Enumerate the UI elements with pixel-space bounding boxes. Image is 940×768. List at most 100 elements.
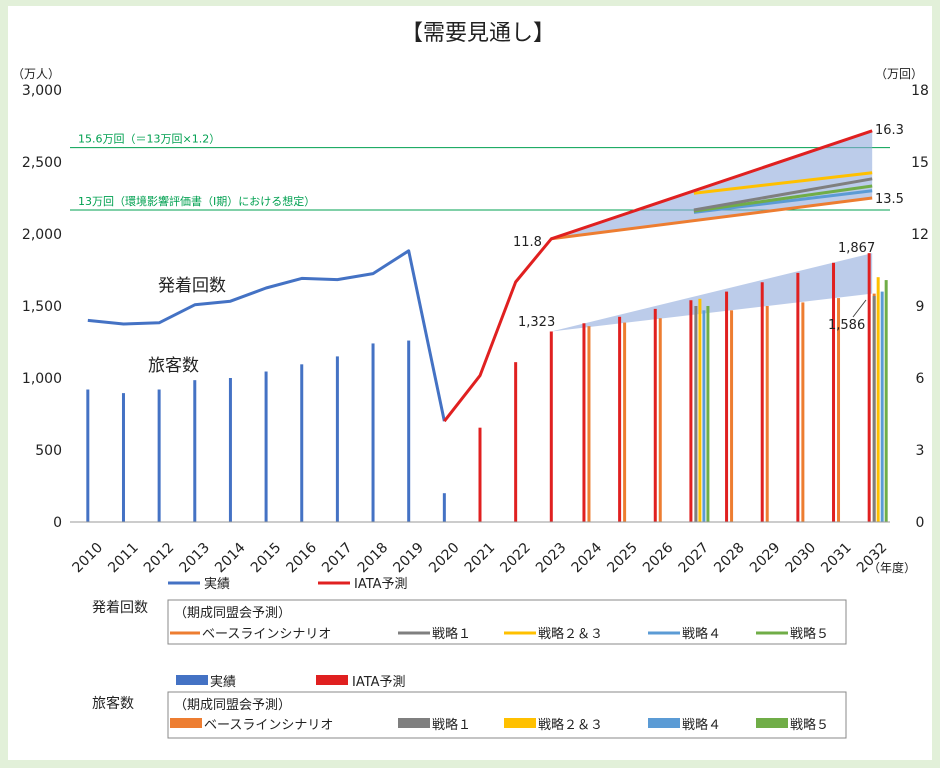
x-axis-tick-label: 2023 <box>533 540 570 577</box>
legend-movements-heading: 発着回数 <box>92 600 148 616</box>
line-legend: 実績 IATA予測 <box>168 576 408 592</box>
bar-passengers-actual <box>157 389 161 522</box>
x-axis-tick-label: 2030 <box>783 540 820 577</box>
bar-passengers-strategy1 <box>694 306 698 522</box>
bar-passengers-strategy23 <box>698 298 702 522</box>
left-axis-tick-label: 2,000 <box>22 227 62 243</box>
bar-passengers-actual <box>264 371 268 522</box>
bar-passengers-actual <box>335 356 339 522</box>
right-axis-tick-label: 6 <box>916 371 925 387</box>
right-axis-tick-label: 3 <box>916 443 925 459</box>
left-axis-tick-label: 500 <box>35 443 62 459</box>
bar-passengers-iata <box>689 300 693 522</box>
bar-passengers-iata <box>725 291 729 522</box>
x-axis-tick-label: 2016 <box>283 540 320 577</box>
legend-bar-iata-swatch <box>316 675 348 685</box>
left-axis-tick-label: 0 <box>53 515 62 531</box>
legend-pax-strategy1-swatch <box>398 718 430 728</box>
bar-passengers-strategy1 <box>872 295 876 522</box>
right-axis-unit: （万回） <box>875 67 923 81</box>
x-axis-tick-label: 2027 <box>676 540 713 577</box>
legend-mov-strategy1-label: 戦略１ <box>432 626 471 642</box>
bar-passengers-iata <box>832 262 836 522</box>
line-movements-strategy23 <box>693 171 873 195</box>
bar-passengers-iata <box>582 323 586 522</box>
capacity-line-label: 15.6万回（＝13万回×1.2） <box>78 133 220 146</box>
bar-passengers-iata <box>796 272 800 522</box>
bar-passengers-baseline <box>765 306 769 522</box>
legend-pax-strategy4-swatch <box>648 718 680 728</box>
bar-legend: 実績 IATA予測 <box>176 674 406 690</box>
x-axis-tick-label: 2028 <box>711 540 748 577</box>
x-axis-tick-label: 2011 <box>105 540 142 577</box>
bar-passengers-actual <box>442 493 446 522</box>
legend-passengers-heading: 旅客数 <box>92 695 134 712</box>
chart-panel: 【需要見通し】 （万人） （万回） （年度） 15.6万回（＝13万回×1.2）… <box>8 6 932 760</box>
x-axis-tick-label: 2012 <box>141 540 178 577</box>
x-axis-tick-label: 2029 <box>747 540 784 577</box>
left-axis-tick-label: 2,500 <box>22 155 62 171</box>
movements-2032-high-label: 16.3 <box>875 123 904 138</box>
bar-passengers-strategy4 <box>702 310 706 522</box>
bar-passengers-baseline <box>658 318 662 522</box>
left-axis-tick-label: 1,000 <box>22 371 62 387</box>
legend-passengers-items: ベースラインシナリオ 戦略１ 戦略２＆３ 戦略４ 戦略５ <box>170 717 829 733</box>
x-axis-tick-label: 2013 <box>177 540 214 577</box>
line-movements-strategy5 <box>693 184 873 213</box>
right-axis-tick-label: 12 <box>911 227 929 243</box>
legend-movements-items: ベースラインシナリオ 戦略１ 戦略２＆３ 戦略４ 戦略５ <box>170 626 829 642</box>
left-axis-tick-label: 3,000 <box>22 83 62 99</box>
legend-pax-baseline-label: ベースラインシナリオ <box>204 718 333 733</box>
movements-2023-label: 11.8 <box>513 235 542 250</box>
capacity-line-label: 13万回（環境影響評価書（Ⅰ期）における想定） <box>78 194 315 208</box>
line-movements-iata <box>443 129 873 423</box>
passengers-series-label: 旅客数 <box>148 356 199 376</box>
x-axis-tick-label: 2014 <box>212 540 249 577</box>
legend-pax-strategy5-label: 戦略５ <box>790 717 829 733</box>
movements-2032-low-label: 13.5 <box>875 192 904 207</box>
bar-passengers-actual <box>407 340 411 522</box>
x-axis-tick-label: 2026 <box>640 540 677 577</box>
legend-pax-strategy5-swatch <box>756 718 788 728</box>
line-movements-actual <box>87 249 446 422</box>
left-axis-tick-label: 1,500 <box>22 299 62 315</box>
bar-passengers-baseline <box>623 322 627 522</box>
legend-passengers-group-title: （期成同盟会予測） <box>174 698 291 713</box>
line-movements-baseline <box>551 196 873 241</box>
x-axis-tick-label: 2017 <box>319 540 356 577</box>
legend-mov-strategy23-label: 戦略２＆３ <box>538 626 603 642</box>
line-movements-strategy1 <box>693 177 873 212</box>
bar-passengers-iata <box>549 331 553 522</box>
bar-passengers-strategy5 <box>706 306 710 522</box>
bar-passengers-iata <box>653 308 657 522</box>
legend-pax-strategy23-label: 戦略２＆３ <box>538 717 603 733</box>
passengers-2032-low-leader <box>852 299 867 318</box>
x-axis-tick-label: 2018 <box>355 540 392 577</box>
right-axis-tick-label: 18 <box>911 83 929 99</box>
bar-passengers-actual <box>193 380 197 522</box>
bar-passengers-actual <box>300 364 304 522</box>
bar-passengers-iata <box>867 253 871 523</box>
legend-movements-group-title: （期成同盟会予測） <box>174 606 291 621</box>
legend-pax-strategy4-label: 戦略４ <box>682 717 721 733</box>
bar-passengers-iata <box>514 362 518 522</box>
right-axis-tick-label: 9 <box>916 299 925 315</box>
bar-passengers-strategy4 <box>880 291 884 522</box>
bar-passengers-strategy5 <box>884 280 888 522</box>
right-axis-tick-label: 15 <box>911 155 929 171</box>
x-axis-tick-label: 2010 <box>70 540 107 577</box>
bar-passengers-iata <box>478 427 482 522</box>
bar-passengers-baseline <box>587 326 591 522</box>
x-axis-tick-label: 2031 <box>818 540 855 577</box>
bar-passengers-iata <box>760 282 764 522</box>
right-axis-tick-label: 0 <box>916 515 925 531</box>
x-axis-tick-label: 2025 <box>604 540 641 577</box>
chart-title: 【需要見通し】 <box>401 21 555 46</box>
legend-bar-actual-label: 実績 <box>210 674 236 690</box>
x-axis-unit: （年度） <box>868 560 916 575</box>
bar-passengers-baseline <box>837 298 841 522</box>
legend-bar-actual-swatch <box>176 675 208 685</box>
legend-pax-baseline-swatch <box>170 718 202 728</box>
x-axis-tick-label: 2020 <box>426 540 463 577</box>
legend-movements-box <box>167 599 847 645</box>
